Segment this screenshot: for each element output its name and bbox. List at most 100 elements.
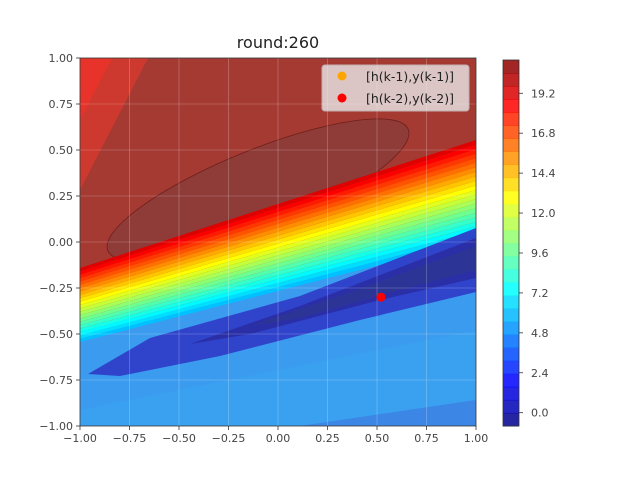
colorbar-level [503, 125, 519, 139]
contour-band-level [80, 226, 476, 336]
y-tick-label: 0.25 [49, 190, 74, 203]
x-tick-label: 0.75 [414, 432, 439, 445]
contour-gradient-band [80, 140, 476, 342]
colorbar-level [503, 282, 519, 296]
colorbar-level [503, 216, 519, 231]
contour-region-top-left [80, 58, 148, 190]
contour-band-level [80, 194, 476, 312]
x-tick-label: 0.25 [315, 432, 340, 445]
y-tick-label: −0.25 [39, 282, 73, 295]
colorbar-level [503, 138, 519, 152]
y-tick-label: −0.50 [39, 328, 73, 341]
contour-band-level [80, 153, 476, 282]
colorbar-level [503, 308, 519, 322]
x-axis: −1.00 −0.75 −0.50 −0.25 0.00 0.25 0.50 0.75 1.00 [63, 426, 488, 445]
colorbar-level [503, 60, 519, 74]
colorbar-tick-label: 9.6 [531, 247, 549, 260]
contour-band-level [80, 144, 476, 275]
contour-region-top-left-inner [80, 58, 112, 120]
y-axis: −1.00 −0.75 −0.50 −0.25 0.00 0.25 0.50 0.75 1.00 [39, 52, 80, 433]
colorbar-level [503, 203, 519, 218]
contour-region-valley-inner [190, 238, 476, 344]
colorbar-tick-label: 4.8 [531, 327, 549, 340]
legend-label-2: [h(k-2),y(k-2)] [366, 91, 454, 106]
colorbar-level [503, 164, 519, 179]
colorbar-level [503, 112, 519, 126]
colorbar [503, 60, 519, 427]
x-tick-label: −0.50 [162, 432, 196, 445]
contour-band-level [80, 185, 476, 305]
colorbar-level [503, 399, 519, 414]
colorbar-level [503, 373, 519, 388]
data-point [376, 292, 386, 302]
contour-band-level [80, 180, 476, 302]
contour-band-level [80, 235, 476, 342]
contour-region-bottom [80, 330, 476, 426]
contour-region-valley [88, 228, 476, 376]
colorbar-level [503, 99, 519, 113]
colorbar-level [503, 269, 519, 283]
x-tick-label: 0.00 [266, 432, 291, 445]
contour-band-level [80, 149, 476, 279]
colorbar-level [503, 347, 519, 362]
colorbar-tick-label: 2.4 [531, 367, 549, 380]
legend: [h(k-1),y(k-1)] [h(k-2),y(k-2)] [321, 64, 470, 112]
colorbar-level [503, 386, 519, 401]
contour-band-level [80, 167, 476, 292]
contour-band-level [80, 208, 476, 322]
y-tick-label: 0.00 [49, 236, 74, 249]
legend-marker-2 [337, 93, 347, 103]
grid [80, 58, 476, 426]
y-tick-label: −1.00 [39, 420, 73, 433]
x-tick-label: 1.00 [464, 432, 489, 445]
colorbar-level [503, 86, 519, 100]
contour-region-bottom-right [300, 400, 476, 426]
colorbar-level [503, 256, 519, 270]
colorbar-level [503, 229, 519, 244]
colorbar-ticks: 0.0 2.4 4.8 7.2 9.6 12.0 14.4 16.8 19.2 [519, 87, 556, 420]
colorbar-level [503, 151, 519, 166]
y-tick-label: 0.50 [49, 144, 74, 157]
colorbar-tick-label: 16.8 [531, 127, 556, 140]
colorbar-level [503, 243, 519, 257]
y-tick-label: −0.75 [39, 374, 73, 387]
plot-area [80, 58, 476, 426]
data-points [376, 292, 386, 302]
legend-marker-1 [337, 71, 347, 81]
contour-band-level [80, 162, 476, 289]
contour-band-level [80, 158, 476, 285]
x-tick-label: 0.50 [365, 432, 390, 445]
contour-band-level [80, 140, 476, 272]
colorbar-level [503, 412, 519, 427]
contour-band-level [80, 199, 476, 316]
colorbar-level [503, 73, 519, 87]
y-tick-label: 1.00 [49, 52, 74, 65]
colorbar-level [503, 190, 519, 205]
contour-band-level [80, 190, 476, 309]
contour-band-level [80, 221, 476, 332]
colorbar-tick-label: 7.2 [531, 287, 549, 300]
contour-band-level [80, 176, 476, 299]
contour-band-level [80, 203, 476, 319]
chart-title: round:260 [237, 33, 319, 52]
colorbar-level [503, 334, 519, 349]
colorbar-frame [502, 59, 520, 427]
contour-band-level [80, 217, 476, 329]
colorbar-level [503, 295, 519, 309]
x-tick-label: −1.00 [63, 432, 97, 445]
legend-box [321, 64, 470, 112]
x-tick-label: −0.25 [212, 432, 246, 445]
contour-band-level [80, 171, 476, 295]
contour-band-level [80, 212, 476, 326]
colorbar-level [503, 360, 519, 375]
colorbar-tick-label: 14.4 [531, 167, 556, 180]
y-tick-label: 0.75 [49, 98, 74, 111]
colorbar-level [503, 177, 519, 192]
colorbar-tick-label: 0.0 [531, 407, 549, 420]
colorbar-tick-label: 12.0 [531, 207, 556, 220]
colorbar-level [503, 321, 519, 335]
colorbar-tick-label: 19.2 [531, 87, 556, 100]
contour-band-level [80, 230, 476, 339]
x-tick-label: −0.75 [113, 432, 147, 445]
